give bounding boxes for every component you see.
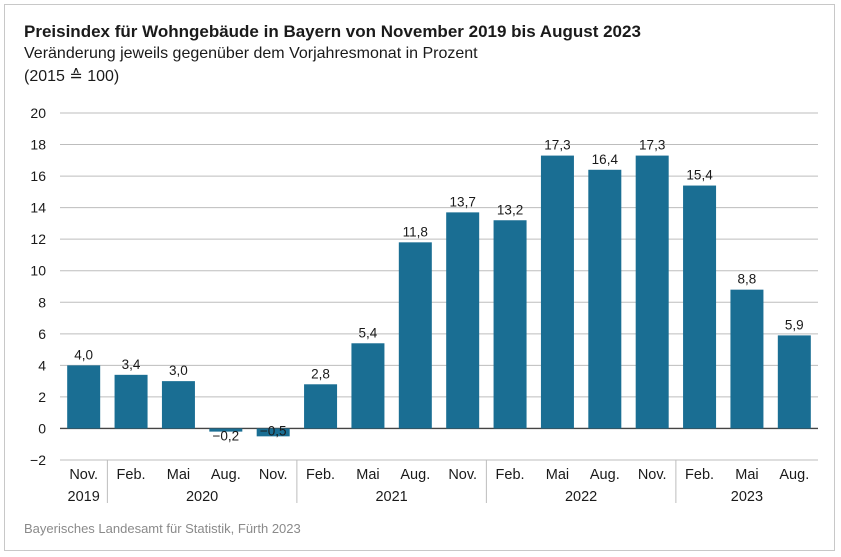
x-tick-label: Feb. (496, 467, 525, 483)
data-label: 17,3 (639, 138, 665, 153)
data-label: 3,0 (169, 363, 188, 378)
bar (256, 428, 290, 437)
data-label: 4,0 (74, 347, 93, 362)
data-label: 11,8 (403, 224, 428, 239)
x-tick-label: Feb. (117, 467, 146, 483)
data-label: 15,4 (686, 168, 713, 183)
data-label: 16,4 (592, 152, 619, 167)
chart-title: Preisindex für Wohngebäude in Bayern von… (24, 22, 641, 41)
year-label: 2023 (731, 489, 763, 505)
data-label: 13,2 (497, 202, 523, 217)
y-tick-label: 4 (38, 357, 46, 373)
data-label: 17,3 (544, 138, 570, 153)
bar (730, 289, 764, 429)
data-label: 5,9 (785, 317, 804, 332)
x-tick-label: Aug. (400, 467, 430, 483)
x-tick-label: Mai (167, 467, 190, 483)
x-tick-label: Aug. (590, 467, 620, 483)
y-tick-label: 8 (38, 294, 46, 310)
year-label: 2020 (186, 489, 218, 505)
bar (446, 212, 480, 429)
year-label: 2022 (565, 489, 597, 505)
bar (161, 381, 195, 429)
data-label: 3,4 (122, 357, 141, 372)
data-label: 5,4 (359, 325, 378, 340)
year-label: 2019 (68, 489, 100, 505)
bar (209, 428, 243, 432)
y-tick-label: 0 (38, 420, 46, 436)
x-tick-label: Mai (356, 467, 379, 483)
data-label: 2,8 (311, 366, 330, 381)
y-tick-label: 14 (30, 200, 46, 216)
y-tick-label: 12 (30, 231, 46, 247)
x-tick-label: Aug. (779, 467, 809, 483)
bar (398, 242, 432, 429)
y-tick-label: 18 (30, 137, 46, 153)
x-tick-label: Feb. (685, 467, 714, 483)
year-label: 2021 (375, 489, 407, 505)
chart-base-note: (2015 ≙ 100) (24, 68, 120, 85)
bar (540, 155, 574, 429)
bar (67, 365, 101, 429)
bar (304, 384, 338, 429)
bar (635, 155, 669, 429)
bar (114, 374, 148, 429)
data-label: 13,7 (450, 194, 476, 209)
x-tick-label: Nov. (448, 467, 477, 483)
x-tick-label: Nov. (69, 467, 98, 483)
x-tick-label: Mai (546, 467, 569, 483)
bar (493, 220, 527, 429)
bar (777, 335, 811, 429)
source-note: Bayerisches Landesamt für Statistik, Für… (24, 521, 301, 536)
x-tick-label: Aug. (211, 467, 241, 483)
bar (588, 169, 622, 429)
chart-subtitle: Veränderung jeweils gegenüber dem Vorjah… (24, 45, 478, 62)
y-tick-label: 16 (30, 168, 46, 184)
y-tick-label: 10 (30, 263, 46, 279)
data-label: 8,8 (738, 272, 757, 287)
y-tick-label: 20 (30, 105, 46, 121)
x-tick-label: Nov. (259, 467, 288, 483)
y-tick-label: 2 (38, 389, 46, 405)
data-label: −0,5 (260, 424, 287, 439)
x-tick-label: Nov. (638, 467, 667, 483)
x-tick-label: Mai (735, 467, 758, 483)
bar (351, 343, 385, 429)
bar (683, 185, 717, 429)
x-tick-label: Feb. (306, 467, 335, 483)
data-label: −0,2 (212, 428, 239, 443)
y-tick-label: −2 (30, 452, 46, 468)
y-tick-label: 6 (38, 326, 46, 342)
